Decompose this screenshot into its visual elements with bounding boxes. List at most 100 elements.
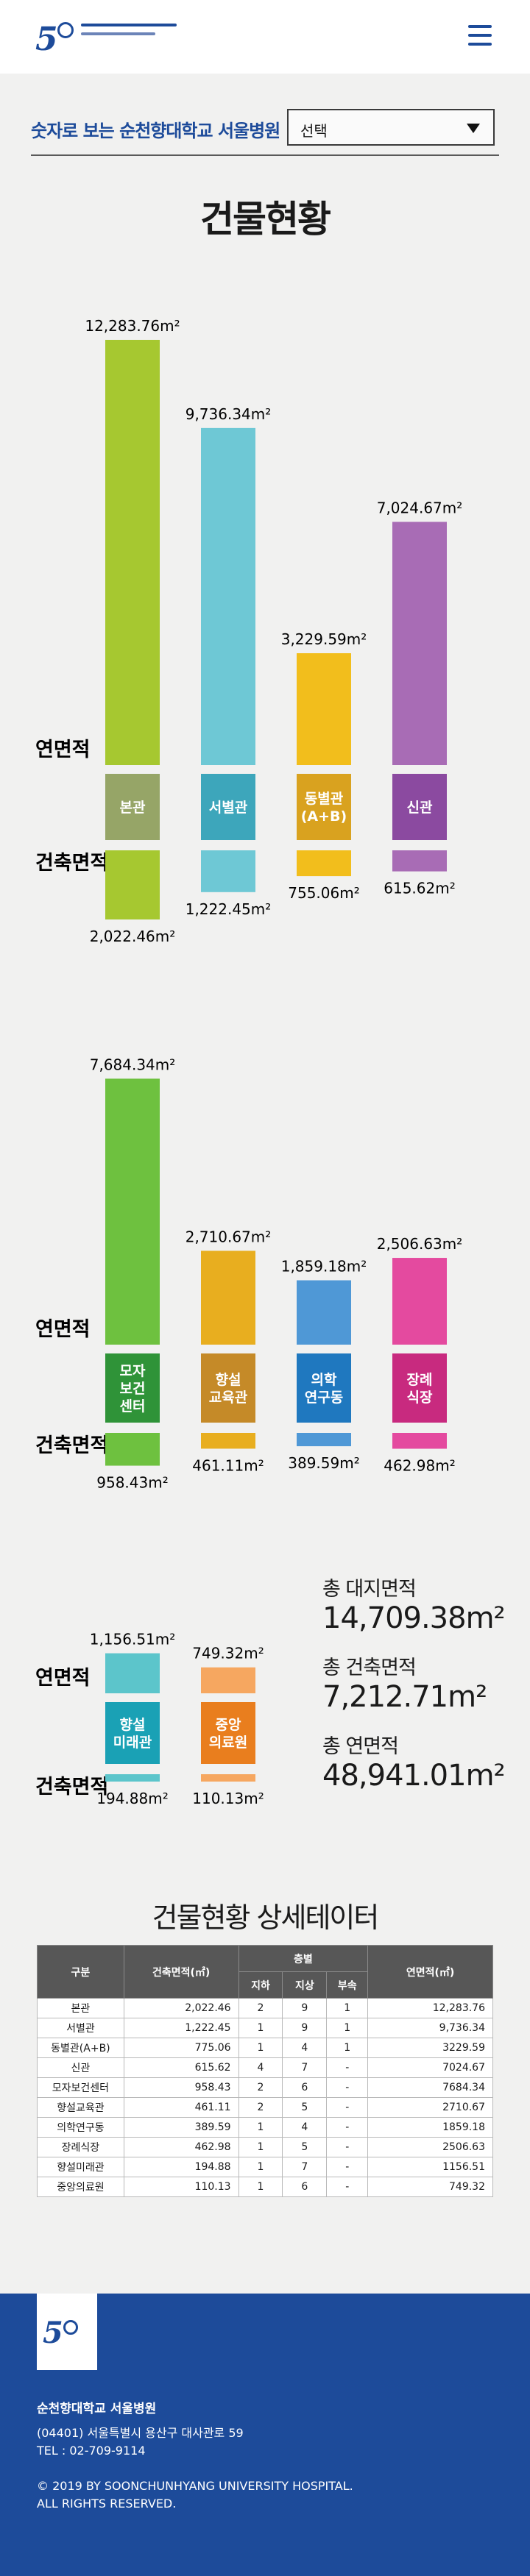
gross-area-value-label: 7,684.34m²: [90, 1056, 176, 1073]
row-ground: 6: [282, 2177, 328, 2197]
gross-area-value-label: 3,229.59m²: [281, 630, 367, 648]
footer-address: (04401) 서울특별시 용산구 대사관로 59: [37, 2426, 244, 2440]
col-name-header: 구분: [37, 1945, 124, 1999]
row-basement: 2: [238, 1998, 283, 2018]
row-ground: 7: [282, 2157, 328, 2177]
row-basement: 4: [238, 2057, 283, 2078]
category-select[interactable]: 선택: [287, 109, 495, 146]
building-name-chip: [105, 1702, 160, 1764]
hospital-50th-logo[interactable]: 5: [35, 18, 177, 58]
building-name-label: 보건: [120, 1381, 146, 1397]
row-building-area: 462.98: [123, 2137, 239, 2157]
table-row: 모자보건센터 958.43 2 6-7684.34: [37, 2077, 493, 2098]
building-area-value-label: 755.06m²: [288, 884, 359, 902]
building-area-axis-label: 건축면적: [35, 852, 108, 875]
building-area-bar: [201, 1774, 255, 1782]
site-header: 5: [0, 0, 530, 74]
building-area-bar: [105, 850, 160, 919]
row-annex: -: [326, 2177, 369, 2197]
building-area-value-label: 2,022.46m²: [90, 928, 176, 945]
total-site-area-value: 14,709.38m²: [322, 1601, 506, 1635]
building-area-value-label: 194.88m²: [96, 1790, 168, 1807]
col-gross-header: 연면적(㎡): [367, 1945, 493, 1999]
building-name-label: 동별관: [305, 791, 344, 807]
gross-area-value-label: 1,156.51m²: [90, 1631, 176, 1648]
row-annex: -: [326, 2137, 369, 2157]
gross-area-value-label: 749.32m²: [192, 1645, 264, 1662]
row-ground: 6: [282, 2077, 328, 2098]
gross-area-bar: [392, 522, 447, 765]
building-name-label: 본관: [120, 800, 146, 816]
building-name-label: 의료원: [209, 1734, 247, 1751]
footer-hospital-name: 순천향대학교 서울병원: [37, 2402, 157, 2416]
total-building-area-label: 총 건축면적: [322, 1657, 417, 1679]
page-title: 건물현황: [200, 198, 331, 241]
hamburger-menu-icon[interactable]: [468, 25, 492, 46]
row-gross-area: 1156.51: [367, 2157, 493, 2177]
row-annex: -: [326, 2117, 369, 2138]
row-gross-area: 7684.34: [367, 2077, 493, 2098]
row-name: 본관: [37, 1998, 124, 2018]
building-name-label: 미래관: [113, 1734, 152, 1751]
building-name-label: 중앙: [216, 1717, 241, 1733]
building-name-label: 센터: [120, 1398, 146, 1415]
building-name-chip: [201, 1702, 255, 1764]
hospital-50th-logo[interactable]: 5: [37, 2294, 97, 2370]
totals-panel: 총 대지면적 14,709.38m² 총 건축면적 7,212.71m² 총 연…: [322, 1573, 521, 1809]
row-building-area: 958.43: [123, 2077, 239, 2098]
row-gross-area: 3229.59: [367, 2038, 493, 2058]
row-ground: 7: [282, 2057, 328, 2078]
row-name: 신관: [37, 2057, 124, 2078]
row-name: 서별관: [37, 2018, 124, 2038]
building-area-bar: [297, 1433, 351, 1447]
table-row: 신관 615.62 4 7-7024.67: [37, 2057, 493, 2078]
building-area-value-label: 958.43m²: [96, 1474, 168, 1492]
row-building-area: 2,022.46: [123, 1998, 239, 2018]
building-name-label: (A+B): [301, 808, 347, 825]
building-name-label: 향설: [216, 1372, 241, 1388]
gross-area-axis-label: 연면적: [35, 1667, 91, 1690]
footer-logo-mark: 5: [43, 2316, 63, 2350]
gross-area-value-label: 7,024.67m²: [377, 499, 463, 516]
row-name: 향설미래관: [37, 2157, 124, 2177]
table-row: 중앙의료원 110.13 1 6-749.32: [37, 2177, 493, 2197]
row-annex: -: [326, 2097, 369, 2118]
table-row: 장례식장 462.98 1 5-2506.63: [37, 2137, 493, 2157]
detail-table-body: 본관 2,022.46 2 9 1 12,283.76 서별관 1,222.45 1 9 1 9,73…: [37, 1998, 493, 2197]
gross-area-bar: [105, 340, 160, 765]
detail-table: 구분 건축면적(㎡) 층별 연면적(㎡) 지하 지상 부속 본관 2,022.46…: [37, 1945, 493, 2197]
building-name-chip: [105, 774, 160, 840]
building-name-label: 교육관: [209, 1390, 248, 1406]
building-area-value-label: 389.59m²: [288, 1454, 359, 1472]
logo-ring: [57, 22, 74, 38]
gross-area-bar: [392, 1258, 447, 1345]
building-name-chip: [297, 774, 351, 840]
row-ground: 5: [282, 2137, 328, 2157]
row-gross-area: 2506.63: [367, 2137, 493, 2157]
gross-area-bar: [201, 1250, 255, 1345]
row-annex: 1: [326, 1998, 369, 2018]
building-name-label: 향설: [120, 1717, 146, 1733]
col-basement-header: 지하: [238, 1971, 283, 1999]
building-name-label: 장례: [407, 1372, 433, 1388]
row-building-area: 461.11: [123, 2097, 239, 2118]
row-gross-area: 1859.18: [367, 2117, 493, 2138]
building-name-chip: [201, 774, 255, 840]
building-name-label: 신관: [407, 800, 433, 816]
footer-copyright-2: ALL RIGHTS RESERVED.: [37, 2497, 177, 2511]
table-row: 동별관(A+B) 775.06 1 4 1 3229.59: [37, 2038, 493, 2058]
building-name-chip: [392, 1353, 447, 1423]
selector-title: 숫자로 보는 순천향대학교 서울병원: [31, 121, 280, 141]
building-area-bar: [105, 1774, 160, 1782]
row-building-area: 1,222.45: [123, 2018, 239, 2038]
row-building-area: 110.13: [123, 2177, 239, 2197]
logo-mark: 5: [35, 21, 58, 58]
row-basement: 1: [238, 2177, 283, 2197]
table-row: 서별관 1,222.45 1 9 1 9,736.34: [37, 2018, 493, 2038]
row-annex: -: [326, 2057, 369, 2078]
building-area-bar: [201, 850, 255, 892]
stats-selector-bar: 숫자로 보는 순천향대학교 서울병원 선택: [31, 103, 499, 156]
building-name-label: 식장: [407, 1390, 433, 1406]
total-building-area-value: 7,212.71m²: [322, 1680, 487, 1714]
gross-area-axis-label: 연면적: [35, 739, 91, 761]
